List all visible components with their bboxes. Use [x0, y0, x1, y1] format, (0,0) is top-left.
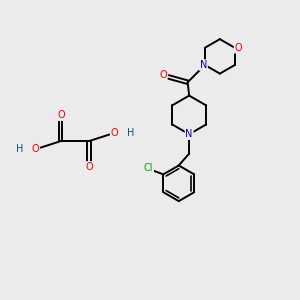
Text: O: O	[159, 70, 167, 80]
Text: Cl: Cl	[144, 163, 153, 172]
Text: O: O	[235, 43, 242, 53]
Text: H: H	[127, 128, 134, 138]
Text: O: O	[85, 162, 93, 172]
Text: H: H	[16, 144, 23, 154]
Text: O: O	[57, 110, 64, 120]
Text: N: N	[185, 129, 193, 139]
Text: O: O	[32, 144, 39, 154]
Text: O: O	[111, 128, 119, 138]
Text: N: N	[200, 60, 207, 70]
